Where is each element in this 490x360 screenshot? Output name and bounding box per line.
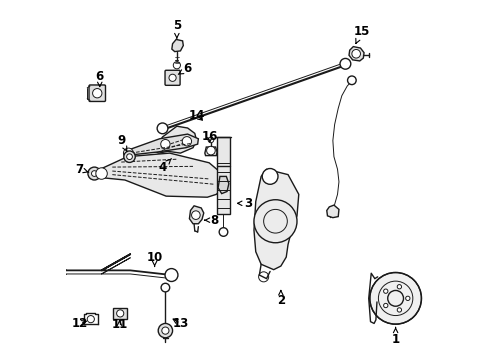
Circle shape	[123, 148, 133, 158]
Polygon shape	[95, 153, 227, 197]
Polygon shape	[124, 134, 198, 156]
Text: 5: 5	[173, 19, 181, 38]
Polygon shape	[172, 40, 183, 51]
Polygon shape	[349, 46, 364, 61]
Circle shape	[352, 49, 361, 58]
Circle shape	[169, 74, 176, 81]
Circle shape	[158, 323, 172, 338]
Text: 6: 6	[178, 62, 192, 75]
Circle shape	[96, 168, 107, 179]
Circle shape	[124, 151, 135, 162]
FancyBboxPatch shape	[165, 70, 180, 85]
Circle shape	[117, 310, 124, 317]
Circle shape	[93, 89, 102, 98]
Circle shape	[384, 289, 388, 293]
Circle shape	[219, 228, 228, 236]
Text: 1: 1	[392, 328, 400, 346]
Text: 13: 13	[172, 317, 189, 330]
Polygon shape	[218, 176, 229, 194]
Circle shape	[192, 211, 200, 220]
Circle shape	[87, 316, 95, 323]
Text: 2: 2	[277, 291, 285, 307]
Circle shape	[254, 200, 297, 243]
Circle shape	[370, 273, 421, 324]
Circle shape	[182, 136, 192, 146]
Text: 14: 14	[188, 109, 205, 122]
Polygon shape	[153, 126, 196, 153]
Circle shape	[406, 296, 410, 301]
Polygon shape	[190, 206, 204, 224]
Circle shape	[161, 139, 170, 149]
Circle shape	[165, 269, 178, 282]
Circle shape	[157, 123, 168, 134]
Circle shape	[88, 167, 101, 180]
Circle shape	[347, 76, 356, 85]
Text: 8: 8	[205, 214, 219, 227]
Polygon shape	[205, 147, 217, 156]
Text: 7: 7	[75, 163, 89, 176]
Text: 9: 9	[117, 134, 127, 151]
Polygon shape	[254, 169, 299, 270]
Circle shape	[207, 146, 215, 155]
Text: 3: 3	[238, 197, 253, 210]
Circle shape	[340, 58, 351, 69]
Circle shape	[262, 168, 278, 184]
Text: 15: 15	[353, 25, 370, 44]
Text: 11: 11	[111, 318, 127, 331]
Text: 6: 6	[96, 69, 104, 87]
FancyBboxPatch shape	[217, 137, 230, 214]
Circle shape	[162, 327, 169, 334]
Text: 16: 16	[202, 130, 218, 144]
Circle shape	[173, 62, 180, 69]
Circle shape	[208, 137, 214, 143]
Circle shape	[397, 308, 401, 312]
Circle shape	[92, 171, 97, 176]
Text: 12: 12	[72, 317, 88, 330]
Polygon shape	[327, 205, 339, 218]
Circle shape	[397, 285, 401, 289]
Text: 4: 4	[158, 158, 172, 174]
Text: 10: 10	[147, 251, 163, 266]
FancyBboxPatch shape	[89, 85, 105, 102]
FancyBboxPatch shape	[113, 308, 127, 319]
Circle shape	[161, 283, 170, 292]
Circle shape	[126, 154, 132, 159]
Circle shape	[384, 303, 388, 308]
